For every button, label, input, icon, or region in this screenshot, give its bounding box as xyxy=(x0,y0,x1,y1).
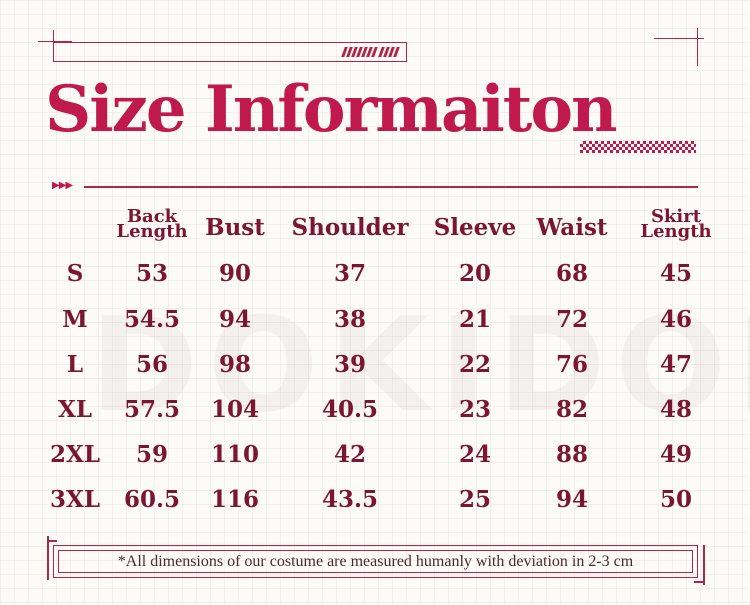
header-skirt-length: Skirt Length xyxy=(636,206,716,242)
arrow-icons: ▶▶▶ xyxy=(52,180,73,191)
table-cell: 37 xyxy=(333,260,366,287)
table-cell: 56 xyxy=(135,351,168,378)
table-cell: 68 xyxy=(555,260,588,287)
table-cell: 49 xyxy=(659,441,692,468)
table-cell: 48 xyxy=(659,396,692,423)
table-cell: 24 xyxy=(458,441,491,468)
table-cell: 59 xyxy=(135,441,168,468)
header-waist: Waist xyxy=(536,214,608,241)
table-cell: 54.5 xyxy=(123,306,181,333)
size-label: XL xyxy=(57,396,93,423)
header-line: Length xyxy=(116,221,188,242)
table-cell: 90 xyxy=(218,260,251,287)
table-cell: 72 xyxy=(555,306,588,333)
size-label: 2XL xyxy=(49,441,101,468)
divider xyxy=(84,186,698,188)
table-cell: 22 xyxy=(458,351,491,378)
table-cell: 25 xyxy=(458,486,491,513)
table-cell: 39 xyxy=(333,351,366,378)
table-cell: 94 xyxy=(218,306,251,333)
header-back-length: Back Length xyxy=(112,206,192,242)
table-cell: 94 xyxy=(555,486,588,513)
table-cell: 104 xyxy=(210,396,259,423)
table-cell: 43.5 xyxy=(321,486,379,513)
table-cell: 46 xyxy=(659,306,692,333)
table-cell: 110 xyxy=(210,441,259,468)
stripe-pattern xyxy=(341,47,400,57)
table-cell: 20 xyxy=(458,260,491,287)
table-cell: 53 xyxy=(135,260,168,287)
table-cell: 98 xyxy=(218,351,251,378)
note-box-inner-border xyxy=(58,550,693,573)
table-cell: 40.5 xyxy=(321,396,379,423)
table-cell: 45 xyxy=(659,260,692,287)
size-label: 3XL xyxy=(49,486,101,513)
size-label: S xyxy=(66,260,84,287)
checker-decoration xyxy=(580,141,696,153)
table-cell: 116 xyxy=(210,486,259,513)
table-cell: 47 xyxy=(659,351,692,378)
page-title: Size Informaiton xyxy=(45,72,618,147)
measurement-note: *All dimensions of our costume are measu… xyxy=(117,553,634,570)
table-cell: 82 xyxy=(555,396,588,423)
header-shoulder: Shoulder xyxy=(291,214,409,241)
table-cell: 23 xyxy=(458,396,491,423)
header-line: Back xyxy=(126,206,178,227)
header-line: Skirt xyxy=(650,206,702,227)
size-label: L xyxy=(66,351,84,378)
table-cell: 88 xyxy=(555,441,588,468)
header-line: Length xyxy=(640,221,712,242)
note-box: *All dimensions of our costume are measu… xyxy=(53,545,698,578)
table-cell: 60.5 xyxy=(123,486,181,513)
table-cell: 76 xyxy=(555,351,588,378)
table-cell: 42 xyxy=(333,441,366,468)
table-cell: 57.5 xyxy=(123,396,181,423)
table-cell: 50 xyxy=(659,486,692,513)
size-label: M xyxy=(62,306,88,333)
header-sleeve: Sleeve xyxy=(433,214,517,241)
table-cell: 38 xyxy=(333,306,366,333)
top-decor-bar xyxy=(53,42,407,62)
header-bust: Bust xyxy=(205,214,265,241)
table-cell: 21 xyxy=(458,306,491,333)
watermark: DOKIDOKI xyxy=(90,289,750,441)
